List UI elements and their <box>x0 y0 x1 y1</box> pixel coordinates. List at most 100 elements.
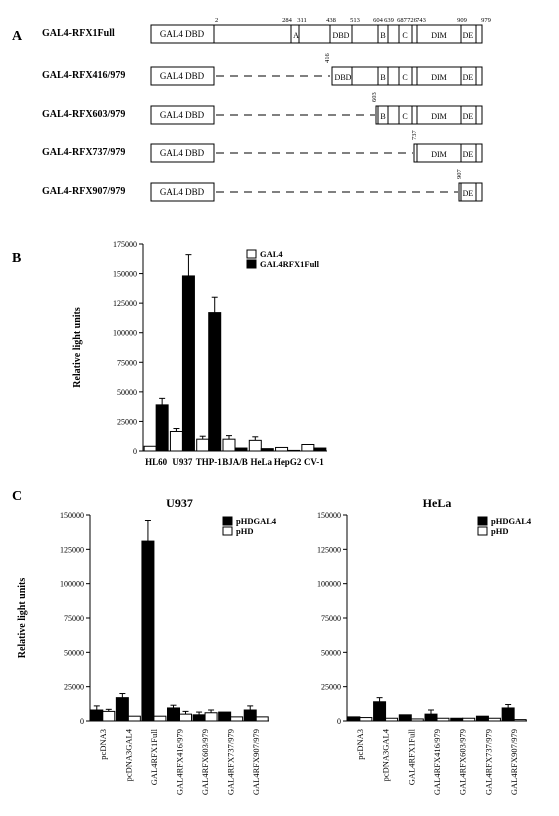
gal4-dbd-box-907 <box>150 182 215 202</box>
bar <box>462 717 476 722</box>
x-tick-label: GAL4RFX603/979 <box>458 729 468 795</box>
x-tick-label: pcDNA3 <box>98 729 108 760</box>
legend-label: pHD <box>491 526 508 536</box>
bar <box>234 447 248 452</box>
residue-label-979: 979 <box>481 17 491 24</box>
bar <box>513 719 527 722</box>
bar <box>287 449 301 452</box>
x-tick-label: GAL4RFX603/979 <box>200 729 210 795</box>
rfx907-bar <box>458 182 483 202</box>
construct-label-full: GAL4-RFX1Full <box>42 28 115 39</box>
panel-a-letter: A <box>12 29 23 44</box>
bar <box>155 404 169 452</box>
x-tick-label: pcDNA3GAL4 <box>123 728 133 781</box>
domain-de-label-737: DE <box>463 150 474 159</box>
domain-c-label-416: C <box>402 73 407 82</box>
bar <box>450 717 464 722</box>
bar <box>196 438 210 452</box>
y-tick-label: 150000 <box>60 511 84 520</box>
y-tick-label: 100000 <box>317 580 341 589</box>
x-tick-label: GAL4RFX1Full <box>149 728 159 785</box>
domain-a-box <box>290 24 300 44</box>
y-tick-label: 125000 <box>60 545 84 554</box>
bar <box>255 716 269 722</box>
bar <box>275 446 289 452</box>
x-tick-label: HeLa <box>251 457 273 467</box>
x-tick-label: GAL4RFX416/979 <box>175 729 185 795</box>
x-tick-label: U937 <box>172 457 192 467</box>
domain-de-label-full: DE <box>463 31 474 40</box>
chart-title: U937 <box>166 496 193 510</box>
bar <box>230 716 244 722</box>
y-tick-label: 100000 <box>113 329 137 338</box>
legend-swatch <box>246 249 257 259</box>
legend-swatch <box>222 526 233 536</box>
start-label-737: 737 <box>411 130 418 141</box>
start-label-416: 416 <box>324 53 331 64</box>
bar <box>248 439 262 452</box>
chart-title: HeLa <box>423 496 452 510</box>
residue-labels: 2 284 311 438 513 604 639 687 726 743 90… <box>215 17 491 24</box>
x-tick-label: HL60 <box>145 457 168 467</box>
start-label-907: 907 <box>456 169 463 180</box>
bar <box>181 275 195 452</box>
bar <box>208 312 222 452</box>
x-tick-label: pcDNA3GAL4 <box>381 728 391 781</box>
gal4-dbd-boxes <box>150 24 215 202</box>
bar <box>141 540 155 722</box>
bar <box>102 710 116 722</box>
x-tick-label: CV-1 <box>304 457 324 467</box>
y-axis-label: Relative light units <box>72 307 83 388</box>
rfx603-bar <box>375 105 483 125</box>
domain-b-box-full <box>377 24 389 44</box>
x-tick-label: BJA/B <box>222 457 248 467</box>
residue-label-743: 743 <box>416 17 426 24</box>
legend-swatch <box>246 259 257 269</box>
deletion-lines <box>216 75 458 193</box>
y-tick-label: 25000 <box>117 417 137 426</box>
x-tick-label: THP-1 <box>196 457 222 467</box>
y-axis-label: Relative light units <box>17 578 28 659</box>
bar <box>475 715 489 722</box>
gal4-dbd-label-907: GAL4 DBD <box>160 187 205 197</box>
residue-label-438: 438 <box>326 17 336 24</box>
x-tick-label: pcDNA3 <box>355 729 365 760</box>
domain-c-label-full: C <box>402 31 407 40</box>
bar <box>301 443 315 452</box>
residue-label-726: 726 <box>407 17 418 24</box>
bar <box>115 697 129 722</box>
domain-b-label-603: B <box>380 112 385 121</box>
x-tick-label: GAL4RFX907/979 <box>251 729 261 795</box>
domain-de-label-603: DE <box>463 112 474 121</box>
chart-c-hela: HeLa 0 25000 50000 75000 100000 125000 150000 pc… <box>317 496 532 795</box>
y-tick-label: 50000 <box>321 648 341 657</box>
residue-label-284: 284 <box>282 17 293 24</box>
construct-label-603: GAL4-RFX603/979 <box>42 109 125 120</box>
residue-label-513: 513 <box>350 17 360 24</box>
bar <box>243 709 257 722</box>
domain-a-label: A <box>293 31 299 40</box>
rfx1-full-box <box>213 24 483 44</box>
legend-label: pHD <box>236 526 253 536</box>
y-tick-label: 75000 <box>321 614 341 623</box>
legend-label: pHDGAL4 <box>236 516 277 526</box>
residue-label-639: 639 <box>384 17 394 24</box>
y-tick-label: 50000 <box>117 388 137 397</box>
domain-dim-label-416: DIM <box>431 73 447 82</box>
residue-label-311: 311 <box>297 17 307 24</box>
residue-label-687: 687 <box>397 17 408 24</box>
bar <box>204 712 218 722</box>
bar <box>313 447 327 452</box>
construct-label-737: GAL4-RFX737/979 <box>42 147 125 158</box>
bar <box>192 714 206 722</box>
gal4-dbd-label-737: GAL4 DBD <box>160 148 205 158</box>
chart-c-u937: U937 Relative light units 0 25000 50000 75000… <box>17 496 277 795</box>
y-tick-label: 125000 <box>317 545 341 554</box>
x-tick-label: GAL4RFX907/979 <box>509 729 519 795</box>
bar <box>143 445 157 452</box>
panel-c-letter: C <box>12 489 22 504</box>
domain-b-label-full: B <box>380 31 385 40</box>
y-tick-label: 100000 <box>60 580 84 589</box>
panel-b-letter: B <box>12 251 21 266</box>
